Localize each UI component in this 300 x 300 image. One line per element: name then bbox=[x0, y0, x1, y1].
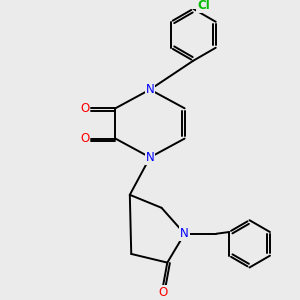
Text: N: N bbox=[180, 227, 189, 240]
Text: N: N bbox=[146, 151, 154, 164]
Text: Cl: Cl bbox=[197, 0, 210, 12]
Text: O: O bbox=[80, 102, 89, 115]
Text: O: O bbox=[158, 286, 168, 299]
Text: N: N bbox=[146, 83, 154, 96]
Text: O: O bbox=[80, 132, 89, 145]
